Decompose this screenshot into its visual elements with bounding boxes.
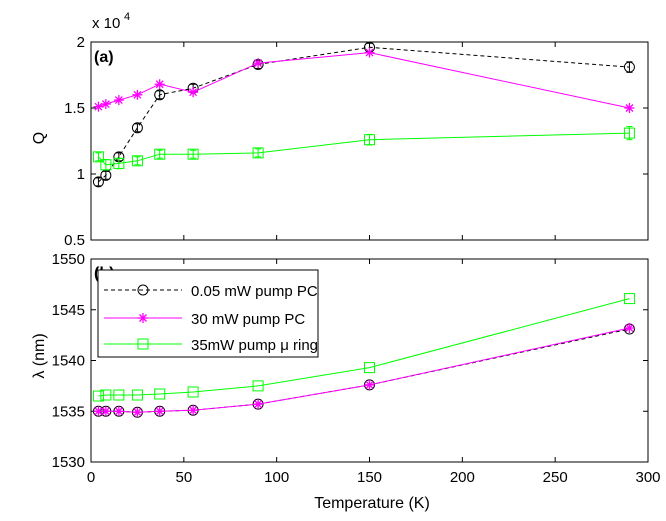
panel-a-point-35 <box>623 127 635 139</box>
legend: 0.05 mW pump PC 30 mW pump PC 35mW pump … <box>97 269 319 358</box>
panel-b-point-30 <box>188 405 199 416</box>
panel-a-multiplier-exp: 4 <box>124 11 130 23</box>
panel-a-point-35 <box>252 147 264 159</box>
panel-a-point-0p05 <box>154 89 166 101</box>
legend-entry-0p05: 0.05 mW pump PC <box>104 283 318 300</box>
panel-b-series-35 <box>92 293 635 402</box>
panel-a-series-0p05 <box>92 41 635 188</box>
panel-b-y-tick-label: 1535 <box>52 403 85 420</box>
panel-a-point-30 <box>364 47 375 58</box>
panel-b-point-35 <box>131 389 143 401</box>
legend-entry-30: 30 mW pump PC <box>104 311 305 328</box>
legend-label-30: 30 mW pump PC <box>191 311 305 328</box>
panel-b: 0 50 100 150 200 250 300 1530 1535 1540 1545 1550 <box>52 251 661 486</box>
panel-b-y-tick-label: 1540 <box>52 353 85 370</box>
panel-a-point-30 <box>113 95 124 106</box>
panel-b-point-35 <box>364 362 375 374</box>
x-tick-label: 50 <box>175 469 192 486</box>
panel-a-line-30 <box>98 52 630 109</box>
panel-a-multiplier: x 10 <box>92 15 120 32</box>
panel-b-point-30 <box>100 406 111 417</box>
panel-a-point-30 <box>154 79 165 90</box>
legend-box <box>97 269 319 358</box>
panel-a-series-35 <box>92 125 635 171</box>
panel-b-point-35 <box>92 390 104 402</box>
panel-a-y-tick-label: 0.5 <box>64 232 85 249</box>
x-tick-label: 100 <box>264 469 289 486</box>
x-tick-label: 250 <box>543 469 568 486</box>
legend-label-0p05: 0.05 mW pump PC <box>191 283 318 300</box>
panel-b-point-35 <box>154 388 166 400</box>
panel-b-point-30 <box>113 406 124 417</box>
panel-a-point-0p05 <box>623 61 635 73</box>
panel-b-y-tick-label: 1530 <box>52 454 85 471</box>
x-tick-label: 200 <box>450 469 475 486</box>
panel-b-point-30 <box>253 399 264 410</box>
panel-b-point-30 <box>154 406 165 417</box>
panel-a-point-35 <box>187 148 199 160</box>
panel-a-y-tick-label: 2 <box>77 34 85 51</box>
legend-marker-0p05 <box>137 284 149 296</box>
panel-a-point-35 <box>154 148 166 160</box>
x-tick-label: 300 <box>635 469 660 486</box>
panel-a-line-35 <box>98 132 630 166</box>
panel-a-point-30 <box>253 58 264 69</box>
x-tick-label: 150 <box>357 469 382 486</box>
panel-b-y-tick-label: 1545 <box>52 302 85 319</box>
legend-marker-30 <box>138 313 148 323</box>
panel-b-point-35 <box>100 389 112 401</box>
panel-b-point-30 <box>132 407 143 418</box>
panel-a: 0.5 1 1.5 2 <box>64 34 649 249</box>
panel-b-y-tick-label: 1550 <box>52 251 85 268</box>
panel-a-point-30 <box>132 89 143 100</box>
panel-a-point-35 <box>100 159 112 171</box>
legend-entry-35: 35mW pump μ ring <box>104 337 318 354</box>
panel-a-line-0p05 <box>98 46 630 183</box>
panel-a-point-30 <box>100 99 111 110</box>
panel-a-point-0p05 <box>131 122 143 134</box>
panel-a-point-30 <box>624 103 635 113</box>
legend-marker-35 <box>137 338 149 350</box>
panel-a-series-30 <box>93 47 635 113</box>
panel-a-point-35 <box>364 134 375 146</box>
panel-b-point-35 <box>187 386 199 398</box>
panel-a-point-35 <box>92 151 104 163</box>
x-axis-label: Temperature (K) <box>314 495 430 512</box>
panel-b-point-35 <box>623 293 635 305</box>
panel-b-point-35 <box>252 380 264 392</box>
panel-b-series-30 <box>93 323 635 418</box>
panel-a-ylabel: Q <box>31 132 48 144</box>
panel-a-point-35 <box>113 157 125 169</box>
panel-a-y-tick-label: 1 <box>77 166 85 183</box>
legend-label-35: 35mW pump μ ring <box>191 337 318 354</box>
panel-b-point-30 <box>364 379 375 390</box>
panel-a-point-30 <box>93 101 104 112</box>
panel-b-line-35 <box>98 298 630 397</box>
x-tick-label: 0 <box>87 469 95 486</box>
panel-a-point-35 <box>131 155 143 167</box>
panel-b-point-35 <box>113 389 125 401</box>
panel-b-ylabel: λ (nm) <box>31 333 48 378</box>
panel-a-y-tick-label: 1.5 <box>64 100 85 117</box>
panel-a-label: (a) <box>94 49 114 66</box>
panel-a-point-30 <box>188 87 199 98</box>
panel-b-point-30 <box>624 323 635 334</box>
panel-a-point-0p05 <box>92 176 104 188</box>
